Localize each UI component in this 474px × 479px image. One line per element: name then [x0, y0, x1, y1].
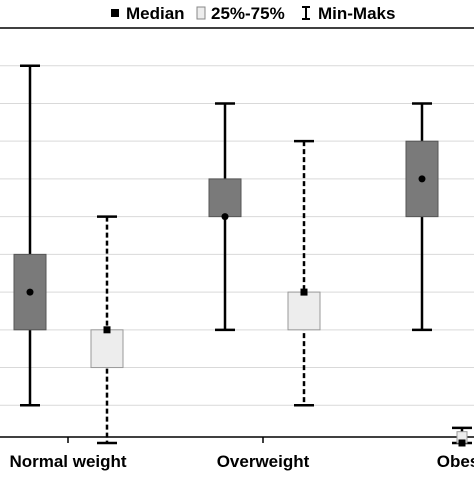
legend-label: Median — [126, 4, 185, 23]
median-marker — [221, 213, 229, 221]
box-iqr — [90, 329, 124, 369]
median-marker — [418, 175, 426, 183]
legend-label: 25%-75% — [211, 4, 285, 23]
x-tick-label: Normal weight — [9, 452, 126, 471]
x-tick-label: Obes — [437, 452, 474, 471]
legend-median-symbol — [111, 9, 119, 17]
median-marker — [300, 288, 308, 296]
box-iqr — [208, 178, 242, 218]
legend-box-symbol — [196, 6, 206, 20]
box-iqr — [287, 291, 321, 331]
median-marker — [26, 288, 34, 296]
median-marker — [458, 439, 466, 447]
x-tick-label: Overweight — [217, 452, 310, 471]
median-marker — [103, 326, 111, 334]
legend-label: Min-Maks — [318, 4, 395, 23]
